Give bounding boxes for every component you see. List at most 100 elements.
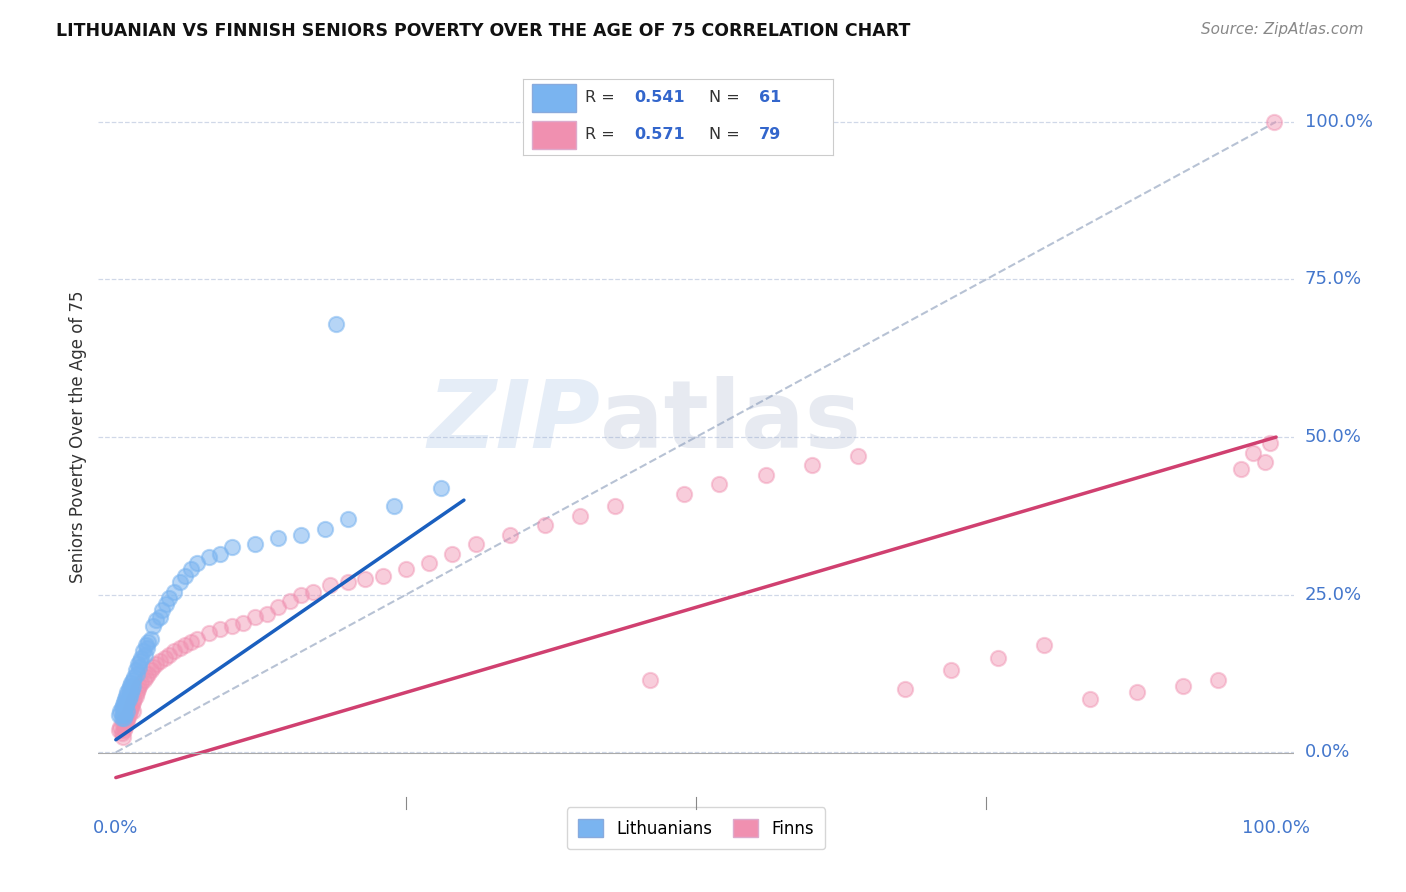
Point <box>136 666 159 681</box>
Point <box>221 619 243 633</box>
Point <box>112 711 135 725</box>
Point <box>110 705 132 719</box>
Point <box>108 723 131 738</box>
Point <box>120 685 142 699</box>
Text: 75.0%: 75.0% <box>1305 270 1362 288</box>
Text: LITHUANIAN VS FINNISH SENIORS POVERTY OVER THE AGE OF 75 CORRELATION CHART: LITHUANIAN VS FINNISH SENIORS POVERTY OV… <box>56 22 911 40</box>
Point <box>232 616 254 631</box>
Text: Source: ZipAtlas.com: Source: ZipAtlas.com <box>1201 22 1364 37</box>
Point <box>117 691 139 706</box>
Point <box>117 705 139 719</box>
Point <box>131 676 153 690</box>
Point <box>112 714 135 728</box>
Point <box>1206 673 1229 687</box>
Point <box>145 657 167 671</box>
Point <box>124 691 146 706</box>
Point <box>125 685 148 699</box>
Point <box>382 500 405 514</box>
Point <box>278 594 301 608</box>
Point <box>136 641 159 656</box>
Point <box>290 588 312 602</box>
Point <box>157 591 180 605</box>
Point <box>169 575 191 590</box>
Point <box>139 632 162 646</box>
Point <box>114 711 136 725</box>
Point <box>441 547 464 561</box>
Point <box>111 707 134 722</box>
Point <box>499 528 522 542</box>
Point <box>150 603 173 617</box>
Point <box>209 547 232 561</box>
Point <box>129 654 152 668</box>
Point <box>325 317 347 331</box>
Point <box>155 597 177 611</box>
Point <box>121 682 143 697</box>
Point <box>127 682 149 697</box>
Point <box>117 711 139 725</box>
Point <box>197 549 219 564</box>
Point <box>135 638 157 652</box>
Point <box>290 528 312 542</box>
Point <box>169 641 191 656</box>
Point <box>1033 638 1056 652</box>
Point <box>112 705 135 719</box>
Y-axis label: Seniors Poverty Over the Age of 75: Seniors Poverty Over the Age of 75 <box>69 291 87 583</box>
Point <box>163 584 186 599</box>
Point <box>371 569 394 583</box>
Point <box>801 458 824 473</box>
Point <box>153 650 176 665</box>
Point <box>673 487 696 501</box>
Point <box>157 648 180 662</box>
Point <box>135 670 157 684</box>
Point <box>534 518 557 533</box>
Point <box>987 650 1010 665</box>
Point <box>1080 691 1102 706</box>
Point <box>114 720 136 734</box>
Point <box>118 679 141 693</box>
Point <box>186 632 208 646</box>
Point <box>112 695 135 709</box>
Point <box>186 556 208 570</box>
Point <box>1253 455 1275 469</box>
Point <box>256 607 278 621</box>
Point <box>174 638 197 652</box>
Point <box>638 673 661 687</box>
Point <box>1258 436 1281 450</box>
Point <box>136 635 159 649</box>
Point <box>267 531 290 545</box>
Point <box>125 666 148 681</box>
Point <box>1241 446 1264 460</box>
Point <box>709 477 731 491</box>
Point <box>111 730 134 744</box>
Point <box>117 682 139 697</box>
Point <box>134 648 156 662</box>
Point <box>112 723 135 738</box>
Point <box>111 726 134 740</box>
Point <box>163 644 186 658</box>
Point <box>1126 685 1149 699</box>
Point <box>131 644 153 658</box>
Point <box>114 707 136 722</box>
Point <box>336 575 359 590</box>
Point <box>117 707 139 722</box>
Point <box>197 625 219 640</box>
Point <box>180 635 202 649</box>
Point <box>120 676 142 690</box>
Point <box>128 679 150 693</box>
Point <box>132 673 155 687</box>
Point <box>302 584 325 599</box>
Point <box>142 619 165 633</box>
Point <box>894 682 917 697</box>
Point <box>124 689 146 703</box>
Point <box>111 698 134 712</box>
Point <box>429 481 451 495</box>
Point <box>121 698 143 712</box>
Point <box>395 562 418 576</box>
Point <box>149 609 172 624</box>
Point <box>603 500 626 514</box>
Legend: Lithuanians, Finns: Lithuanians, Finns <box>567 807 825 849</box>
Point <box>180 562 202 576</box>
Point <box>243 609 266 624</box>
Point <box>941 664 963 678</box>
Point <box>111 711 134 725</box>
